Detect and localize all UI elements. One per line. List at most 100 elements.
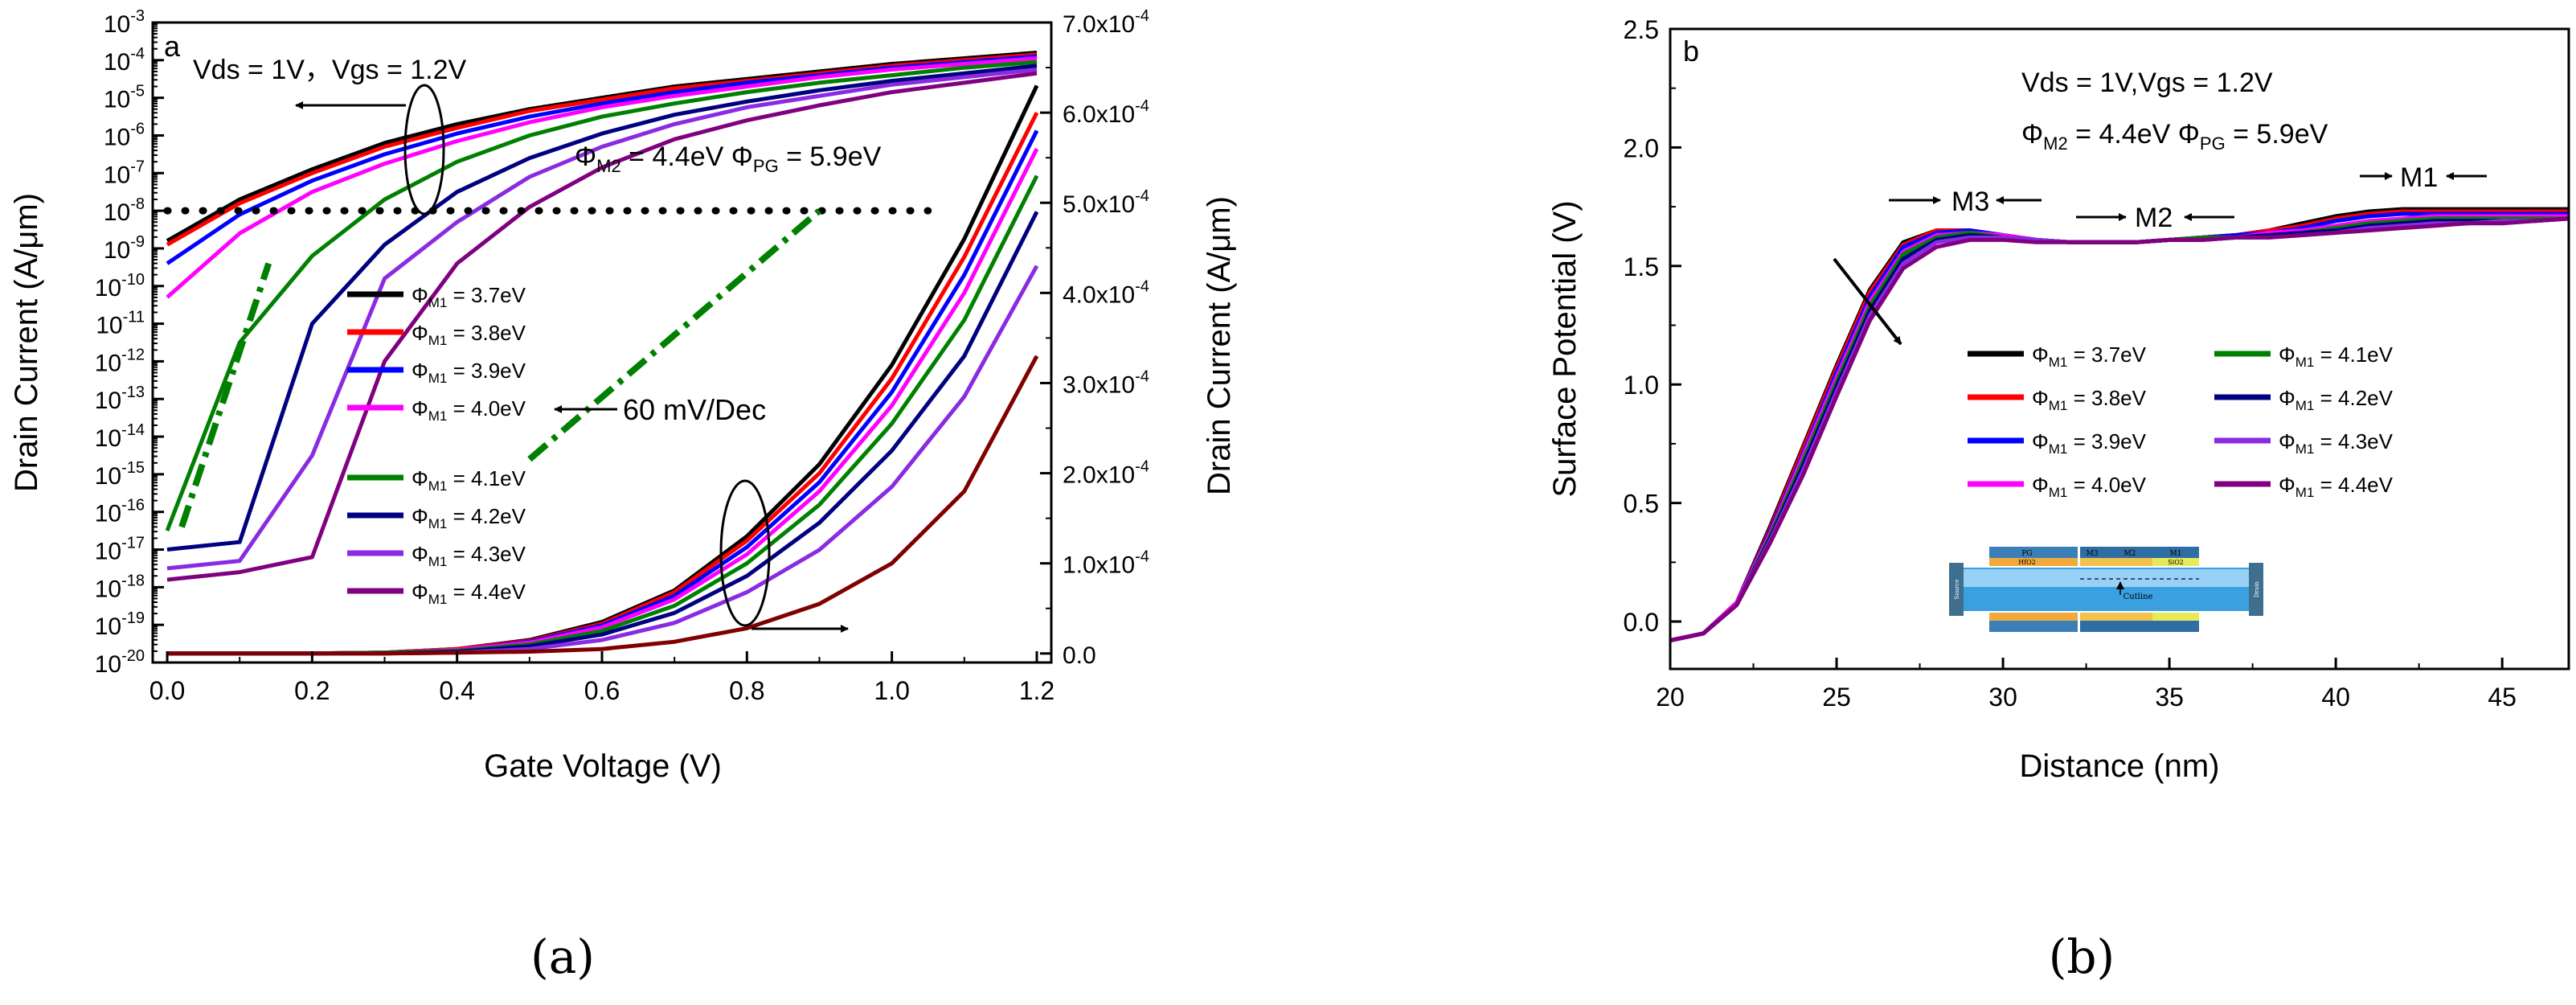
inset-drain — [2249, 563, 2263, 616]
panel-b-legend: ΦM1 = 3.7eV ΦM1 = 3.8eV ΦM1 = 3.9eV ΦM1 = 4… — [1968, 343, 2394, 500]
inset-bot-pg — [1989, 621, 2078, 632]
panel-a-x-tick-label-1: 0.2 — [294, 676, 330, 705]
panel-a-log-series-6 — [166, 68, 1038, 571]
panel-a-plot — [163, 51, 1039, 656]
panel-a-left-tick-label-17: 10-20 — [95, 647, 145, 678]
panel-b-m3-label: M3 — [1951, 187, 1989, 217]
panel-a-left-tick-label-0: 10-3 — [104, 7, 145, 38]
panel-b-m1-label: M1 — [2400, 162, 2438, 193]
inset-label-sio2: SiO2 — [2168, 559, 2184, 566]
panel-b-x-ticks: 20 25 30 35 40 45 — [1656, 658, 2517, 712]
panel-b-legend-label-2: ΦM1 = 3.9eV — [2032, 429, 2147, 457]
inset-channel-highlight — [1963, 569, 2263, 587]
panel-b-y-tick-label-4: 2.0 — [1624, 133, 1659, 162]
inset-top-m3m2 — [2080, 547, 2152, 558]
panel-a-log-series-3 — [166, 56, 1038, 299]
panel-a-left-tick-label-2: 10-5 — [104, 83, 145, 113]
inset-label-pg: PG — [2021, 550, 2032, 558]
panel-a-left-tick-label-7: 10-10 — [95, 271, 145, 302]
panel-a-x-ticks: 0.0 0.2 0.4 0.6 0.8 1.0 1.2 — [149, 651, 1055, 705]
panel-b-bias-annotation: Vds = 1V,Vgs = 1.2V — [2021, 68, 2273, 98]
panel-a-letter: a — [164, 30, 181, 63]
inset-top-m1 — [2152, 547, 2199, 558]
panel-a-legend-label-1: ΦM1 = 3.8eV — [412, 321, 526, 348]
panel-a-linear-series-2 — [167, 129, 1039, 656]
panel-a-left-tick-label-12: 10-15 — [95, 459, 145, 490]
panel-a-left-tick-label-9: 10-12 — [95, 346, 145, 376]
inset-source — [1949, 563, 1964, 616]
panel-a-slope-line-2 — [178, 262, 272, 528]
panel-a-x-tick-label-6: 1.2 — [1019, 676, 1055, 705]
panel-a-x-tick-label-4: 0.8 — [729, 676, 764, 705]
panel-b-letter: b — [1683, 35, 1699, 68]
panel-a-right-tick-label-0: 7.0x10-4 — [1063, 7, 1149, 38]
panel-a-left-tick-label-3: 10-6 — [104, 120, 145, 150]
inset-label-source: Source — [1954, 580, 1960, 600]
inset-top-pg — [1989, 547, 2078, 558]
panel-a-left-tick-label-4: 10-7 — [104, 158, 145, 188]
panel-a-left-ticks: 10-3 10-4 10-5 10-6 10-7 10-8 10-9 10-10 10-11 10… — [95, 7, 164, 678]
panel-a-legend-label-7: ΦM1 = 4.4eV — [412, 580, 526, 607]
panel-a-left-tick-label-16: 10-19 — [95, 609, 145, 640]
panel-b-y-tick-label-3: 1.5 — [1624, 252, 1659, 281]
panel-a-right-tick-label-2: 5.0x10-4 — [1063, 187, 1149, 218]
panel-a-log-series-7 — [166, 71, 1038, 582]
caption-b: (b) — [2049, 929, 2115, 984]
panel-a-left-tick-label-13: 10-16 — [95, 497, 145, 527]
panel-b-y-ticks: 0.0 0.5 1.0 1.5 2.0 2.5 — [1624, 15, 1681, 637]
inset-top-gate-ox — [2080, 558, 2152, 566]
panel-a-ylabel-right: Drain Current (A/μm) — [1202, 196, 1237, 495]
panel-a-linear-series-5 — [167, 211, 1039, 656]
inset-label-m2: M2 — [2124, 550, 2136, 558]
panel-b-workfunction-annotation: ΦM2 = 4.4eV ΦPG = 5.9eV — [2021, 119, 2328, 154]
panel-a-left-tick-label-6: 10-9 — [104, 233, 145, 264]
panel-a-right-tick-label-1: 6.0x10-4 — [1063, 97, 1149, 128]
panel-a-x-tick-label-2: 0.4 — [439, 676, 474, 705]
inset-top-hfo2 — [1989, 558, 2078, 566]
panel-a-left-tick-label-1: 10-4 — [104, 45, 145, 76]
inset-bot-gate-ox — [2080, 613, 2152, 621]
panel-b-legend-label-1: ΦM1 = 3.8eV — [2032, 386, 2147, 413]
panel-b-x-tick-label-0: 20 — [1656, 683, 1685, 712]
panel-b-y-tick-label-1: 0.5 — [1624, 490, 1659, 519]
inset-top-sio2 — [2152, 558, 2199, 566]
panel-b-xlabel: Distance (nm) — [2020, 749, 2220, 784]
panel-b: 0.0 0.5 1.0 1.5 2.0 2.5 20 25 30 35 40 45 Surface … — [1547, 15, 2570, 784]
panel-b-x-tick-label-1: 25 — [1822, 683, 1851, 712]
panel-a-slope-label: 60 mV/Dec — [623, 393, 766, 426]
panel-a-linear-series-4 — [167, 174, 1039, 656]
panel-b-trend-arrow — [1833, 257, 1902, 346]
panel-b-device-inset: PG M3 M2 M1 HfO2 SiO2 Cutline Source Dra… — [1949, 547, 2263, 632]
panel-a-ylabel-left: Drain Current (A/μm) — [9, 193, 44, 492]
panel-a-legend-label-3: ΦM1 = 4.0eV — [412, 396, 526, 424]
panel-a-legend: ΦM1 = 3.7eV ΦM1 = 3.8eV ΦM1 = 3.9eV ΦM1 = 4… — [347, 283, 526, 607]
panel-a-legend-label-4: ΦM1 = 4.1eV — [412, 466, 526, 494]
inset-bot-sio2 — [2152, 613, 2199, 621]
panel-a-left-tick-label-14: 10-17 — [95, 535, 145, 565]
panel-a-left-tick-label-10: 10-13 — [95, 384, 145, 414]
panel-b-y-tick-label-5: 2.5 — [1624, 15, 1659, 44]
panel-b-y-tick-label-2: 1.0 — [1624, 371, 1659, 400]
inset-bot-hfo2 — [1989, 613, 2078, 621]
panel-a-log-curves-ellipse — [403, 84, 445, 215]
panel-a-legend-label-0: ΦM1 = 3.7eV — [412, 283, 526, 310]
panel-a-x-tick-label-3: 0.6 — [584, 676, 620, 705]
panel-b-x-tick-label-2: 30 — [1988, 683, 2017, 712]
panel-a-x-tick-label-5: 1.0 — [874, 676, 909, 705]
panel-b-x-tick-label-3: 35 — [2155, 683, 2184, 712]
panel-a-workfunction-annotation: ΦM2 = 4.4eV ΦPG = 5.9eV — [575, 142, 882, 176]
panel-a-linear-curves-ellipse — [719, 479, 771, 627]
panel-a-right-tick-label-3: 4.0x10-4 — [1063, 277, 1149, 308]
panel-a-legend-label-2: ΦM1 = 3.9eV — [412, 359, 526, 386]
inset-bot-m1 — [2152, 621, 2199, 632]
panel-b-x-tick-label-4: 40 — [2321, 683, 2350, 712]
panel-a-log-series-4 — [165, 59, 1038, 531]
panel-b-legend-label-6: ΦM1 = 4.3eV — [2279, 429, 2394, 457]
panel-a-x-tick-label-0: 0.0 — [149, 676, 185, 705]
panel-a-right-tick-label-7: 0.0 — [1063, 642, 1096, 669]
panel-b-x-tick-label-5: 45 — [2488, 683, 2517, 712]
panel-a-xlabel: Gate Voltage (V) — [484, 749, 722, 784]
panel-b-frame — [1669, 27, 2570, 671]
panel-b-plot — [1669, 207, 2570, 643]
